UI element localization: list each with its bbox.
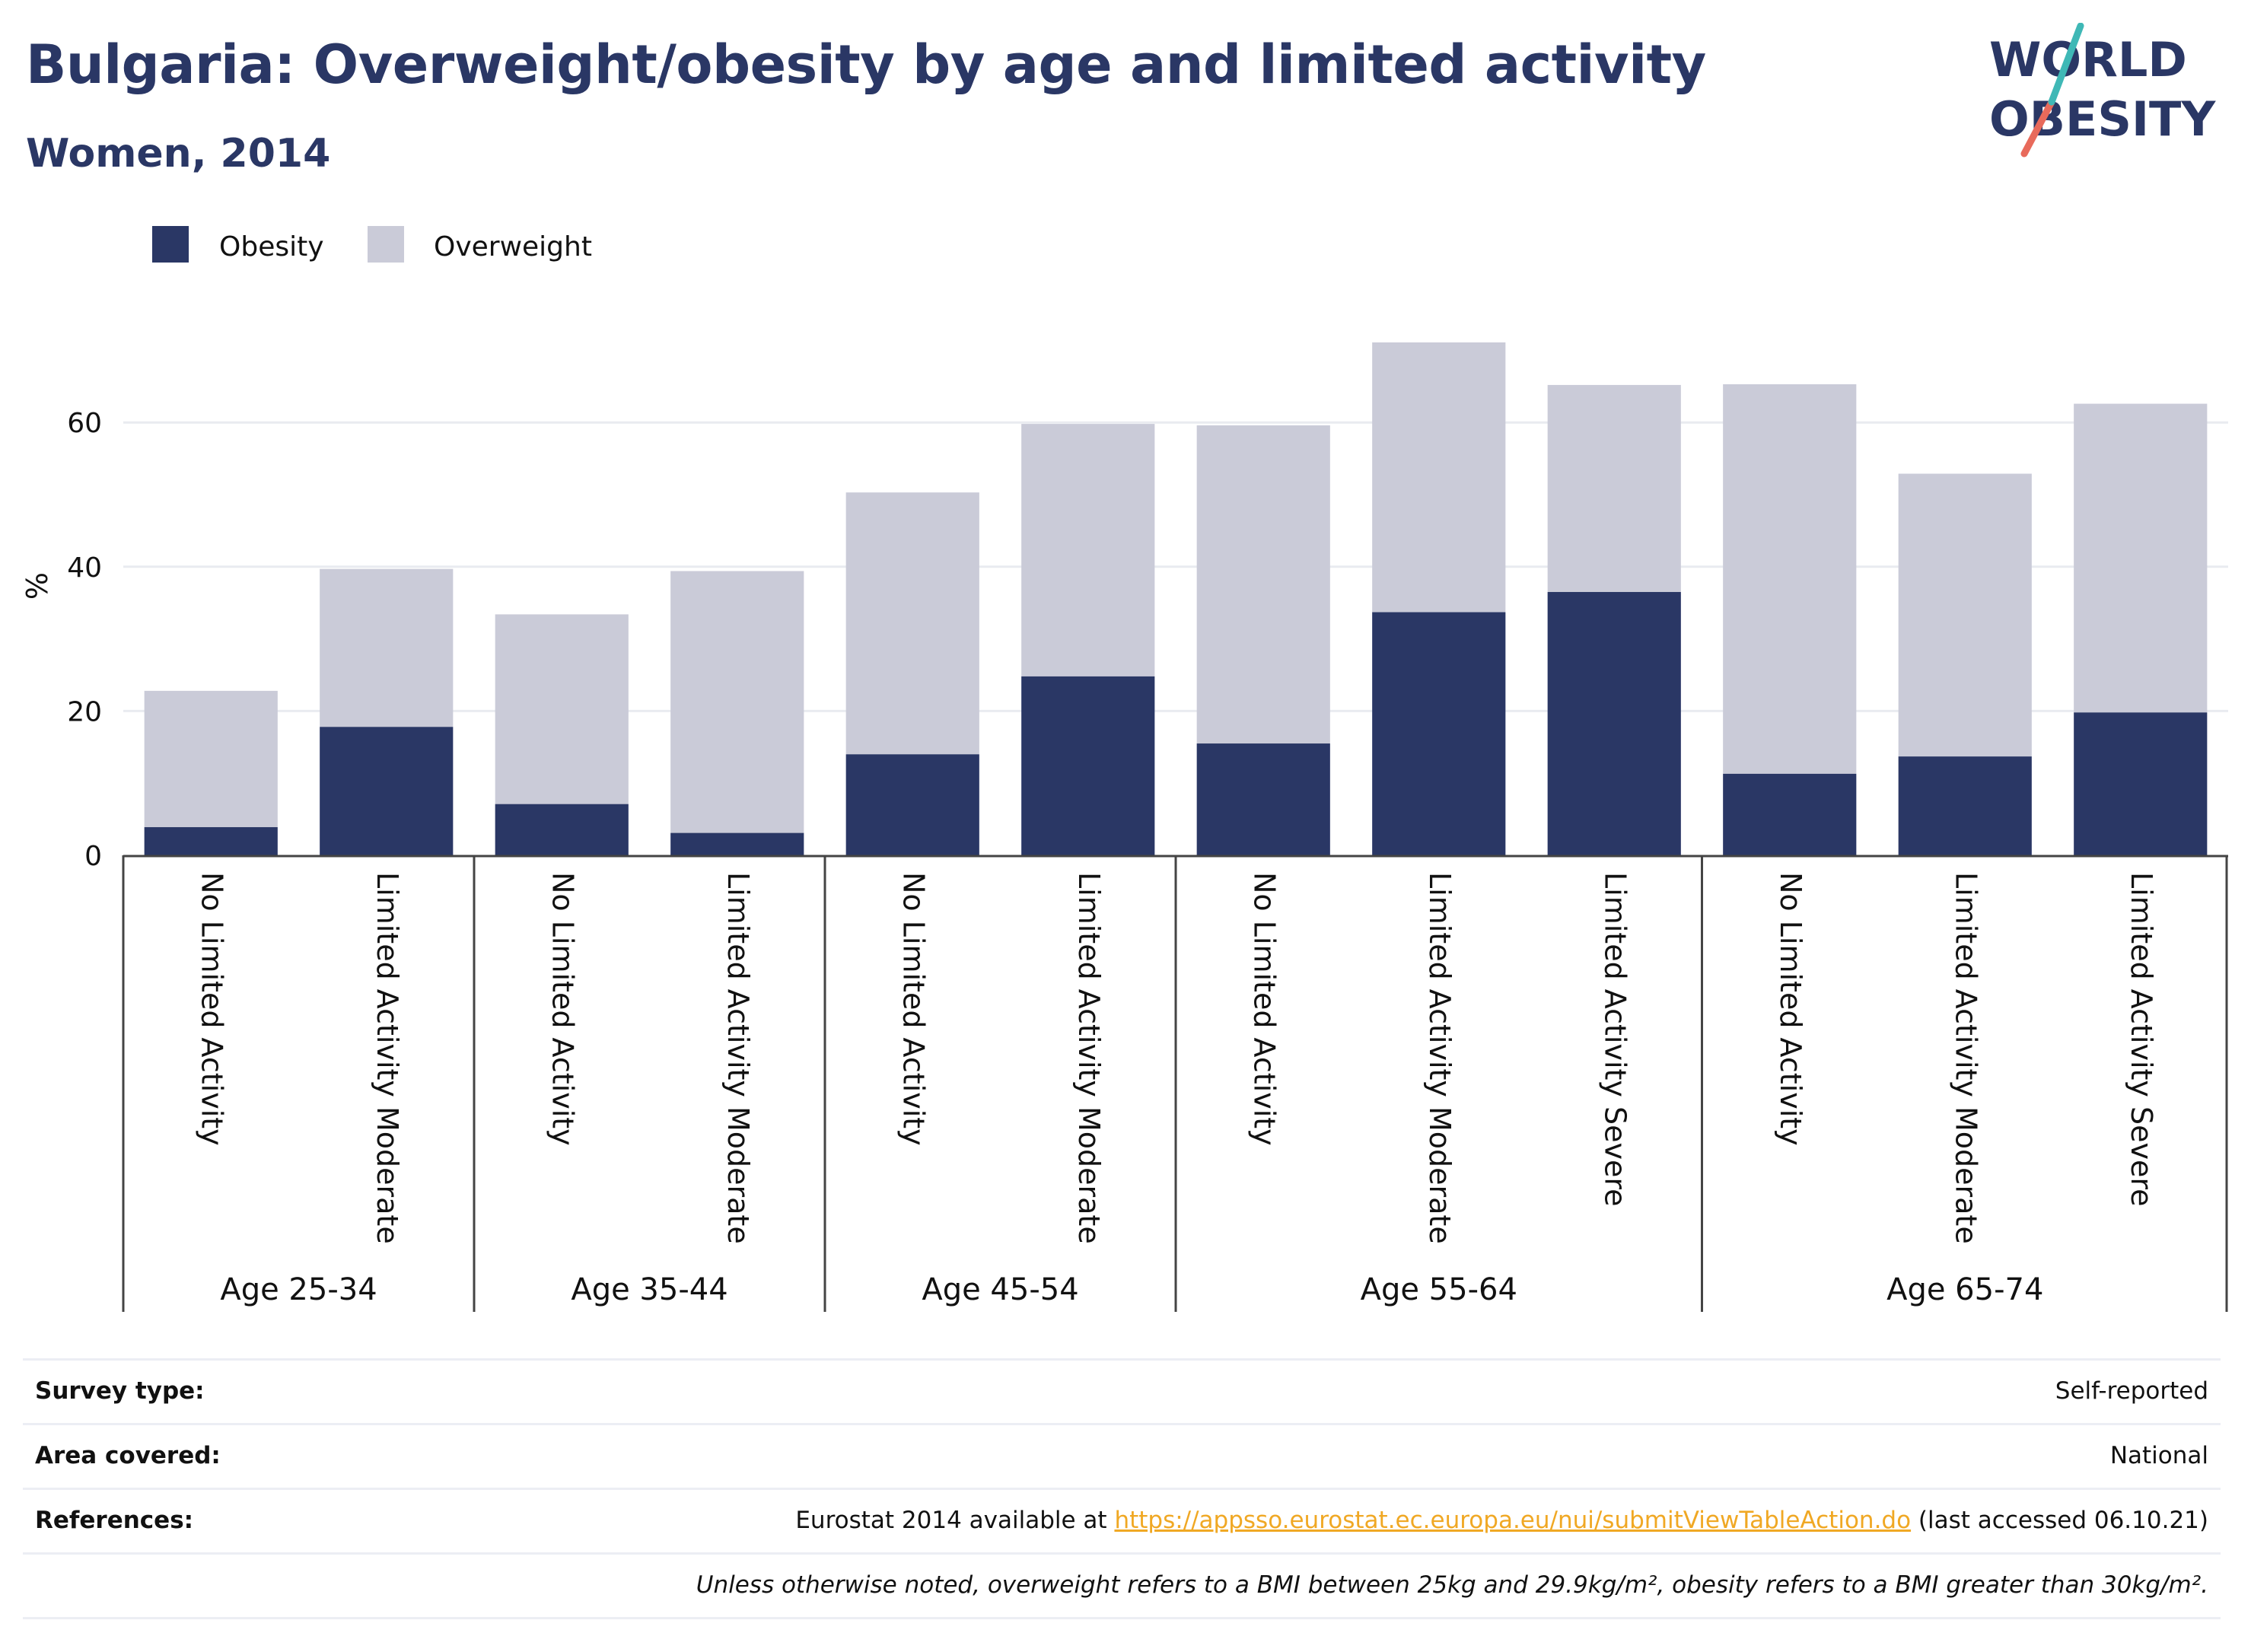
group-label: Age 65-74 [1886,1272,2043,1307]
x-tick-label: Limited Activity Severe [1598,872,1632,1207]
chart-subtitle: Women, 2014 [26,131,331,177]
x-tick-label: Limited Activity Moderate [1949,872,1982,1244]
group-label: Age 25-34 [220,1272,377,1307]
y-axis-ticks: 0 20 40 60 [67,408,102,872]
survey-type-label: Survey type: [35,1377,205,1405]
bmi-note: Unless otherwise noted, overweight refer… [696,1571,2208,1599]
y-tick-label: 20 [67,696,102,727]
references-value: Eurostat 2014 available at https://appss… [795,1507,2208,1534]
world-obesity-logo: WORLD OBESITY [1989,23,2216,158]
bar-obesity [1723,773,1857,855]
bar-overweight [495,614,629,804]
x-tick-label: Limited Activity Moderate [1072,872,1106,1244]
bar-obesity [495,804,629,855]
references-label: References: [35,1507,194,1534]
x-tick-label: Limited Activity Moderate [1423,872,1457,1244]
chart-title: Bulgaria: Overweight/obesity by age and … [26,33,1706,96]
bar-overweight [1372,342,1506,613]
x-tick-label: Limited Activity Severe [2125,872,2158,1207]
logo-line1: WORLD [1989,32,2187,88]
y-axis-label: % [21,572,54,600]
bar-obesity [1898,756,2032,855]
bar-overweight [1898,473,2032,757]
info-table: Survey type: Self-reported Area covered:… [23,1358,2221,1619]
x-tick-label: No Limited Activity [195,872,228,1146]
survey-type-row: Survey type: Self-reported [23,1358,2221,1423]
group-label: Age 55-64 [1361,1272,1517,1307]
survey-type-value: Self-reported [2055,1377,2208,1405]
logo-line2: OBESITY [1989,91,2216,147]
legend-obesity-label: Obesity [219,231,324,263]
area-covered-label: Area covered: [35,1442,221,1469]
gridlines [123,421,2228,712]
bar-obesity [1196,743,1330,855]
group-label: Age 35-44 [571,1272,728,1307]
y-tick-label: 40 [67,552,102,584]
references-suffix: (last accessed 06.10.21) [1911,1507,2208,1534]
group-label: Age 45-54 [922,1272,1078,1307]
references-prefix: Eurostat 2014 available at [795,1507,1115,1534]
bar-overweight [1723,384,1857,774]
bar-obesity [1021,676,1155,855]
bar-overweight [320,568,454,727]
bar-overweight [2074,403,2208,713]
bar-overweight [144,690,278,828]
x-tick-label: No Limited Activity [1774,872,1807,1146]
legend-obesity-swatch [152,226,189,263]
legend: Obesity Overweight [152,226,592,263]
area-covered-value: National [2109,1442,2208,1469]
bar-obesity [2074,712,2208,855]
y-tick-label: 60 [67,408,102,439]
legend-overweight-swatch [368,226,404,263]
x-tick-label: No Limited Activity [896,872,930,1146]
bars [144,342,2208,855]
x-axis: No Limited Activity Limited Activity Mode… [122,855,2228,1312]
bar-overweight [1547,384,1681,592]
bar-obesity [845,754,979,855]
bar-obesity [320,727,454,855]
legend-overweight-label: Overweight [434,231,592,263]
bar-obesity [1372,612,1506,855]
bar-obesity [144,827,278,855]
x-tick-label: No Limited Activity [546,872,579,1146]
bar-overweight [1021,424,1155,676]
bar-overweight [1196,425,1330,744]
x-tick-label: Limited Activity Moderate [721,872,755,1244]
bar-overweight [670,571,804,833]
bar-obesity [670,832,804,855]
area-covered-row: Area covered: National [23,1423,2221,1488]
bar-overweight [845,492,979,755]
x-tick-label: No Limited Activity [1247,872,1281,1146]
references-row: References: Eurostat 2014 available at h… [23,1488,2221,1552]
y-tick-label: 0 [84,841,102,872]
note-row: Unless otherwise noted, overweight refer… [23,1552,2221,1619]
x-tick-label: Limited Activity Moderate [371,872,404,1244]
bar-obesity [1547,591,1681,855]
bar-chart: Obesity Overweight % 0 20 40 60 No Limited … [21,226,2228,1312]
references-link[interactable]: https://appsso.eurostat.ec.europa.eu/nui… [1114,1507,1912,1534]
